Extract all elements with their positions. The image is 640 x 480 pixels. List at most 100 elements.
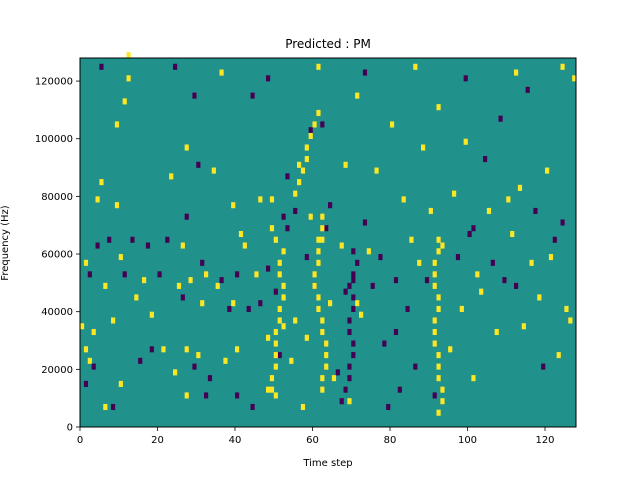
heatmap-cell <box>355 300 360 307</box>
heatmap-cell <box>149 311 154 318</box>
heatmap-cell <box>285 225 290 232</box>
heatmap-cell <box>347 282 352 289</box>
heatmap-cell <box>304 156 309 163</box>
heatmap-cell <box>304 144 309 151</box>
heatmap-cell <box>130 236 135 243</box>
heatmap-cell <box>417 259 422 266</box>
heatmap-cell <box>424 277 430 284</box>
heatmap-cell <box>436 248 441 255</box>
heatmap-cell <box>397 386 402 393</box>
heatmap-cell <box>351 277 356 284</box>
heatmap-cell <box>335 369 340 376</box>
heatmap-cell <box>266 334 271 341</box>
heatmap-cell <box>331 375 337 382</box>
heatmap-cell <box>514 69 519 76</box>
heatmap-cell <box>312 282 317 289</box>
heatmap-cell <box>281 248 286 255</box>
heatmap-cell <box>293 190 298 197</box>
heatmap-cell <box>219 277 224 284</box>
heatmap-cell <box>103 403 108 411</box>
heatmap-cell <box>316 63 321 70</box>
heatmap-cell <box>471 375 476 382</box>
heatmap-cell <box>215 282 220 289</box>
heatmap-cell <box>351 271 356 278</box>
heatmap-cell <box>452 190 457 197</box>
heatmap-cell <box>436 363 441 370</box>
heatmap-cell <box>413 363 418 370</box>
y-axis: 0 20000 40000 60000 80000 100000 120000 <box>35 77 80 434</box>
heatmap-cell <box>320 386 325 393</box>
heatmap-cell <box>436 294 441 301</box>
heatmap-cell <box>107 236 112 243</box>
heatmap-cell <box>343 386 348 393</box>
heatmap-cell <box>320 317 325 324</box>
x-tick-label: 80 <box>384 435 397 446</box>
heatmap-cell <box>436 375 441 382</box>
heatmap-cell <box>351 305 356 312</box>
heatmap-cell <box>266 75 271 82</box>
heatmap-cell <box>324 352 329 359</box>
heatmap-cell <box>514 282 519 289</box>
heatmap-cell <box>277 259 282 266</box>
heatmap-cell <box>281 294 286 301</box>
heatmap-cell <box>436 104 441 111</box>
x-tick-label: 40 <box>229 435 242 446</box>
heatmap-cell <box>440 242 445 249</box>
heatmap-cell <box>184 144 189 151</box>
heatmap-cell <box>312 121 317 128</box>
heatmap-cell <box>455 254 461 261</box>
heatmap-cell <box>440 398 445 405</box>
heatmap-cell <box>572 75 577 82</box>
heatmap-cell <box>386 403 391 411</box>
heatmap-cell <box>560 63 565 70</box>
heatmap-cell <box>173 63 178 70</box>
heatmap-cell <box>304 254 309 261</box>
heatmap-cell <box>192 363 197 370</box>
heatmap-cell <box>347 317 352 324</box>
heatmap-cell <box>343 288 348 295</box>
heatmap-cell <box>122 271 127 278</box>
x-tick-label: 120 <box>535 435 554 446</box>
heatmap-cell <box>316 259 321 266</box>
heatmap-cell <box>184 392 189 399</box>
heatmap-cell <box>382 340 387 347</box>
heatmap-cell <box>246 305 251 312</box>
heatmap-cell <box>479 288 484 295</box>
heatmap-cell <box>273 328 278 336</box>
heatmap-cell <box>339 242 344 249</box>
heatmap-cell <box>258 196 263 203</box>
heatmap-cell <box>517 184 523 191</box>
heatmap-cell <box>273 236 278 243</box>
heatmap-cell <box>533 207 538 214</box>
heatmap-cell <box>494 328 499 336</box>
heatmap-cell <box>223 357 228 364</box>
heatmap-cell <box>219 69 224 76</box>
x-axis: 0 20 40 60 80 100 120 <box>77 427 555 446</box>
heatmap-cell <box>300 403 306 411</box>
heatmap-cell <box>471 225 476 232</box>
heatmap-cell <box>339 398 344 405</box>
heatmap-cell <box>118 380 123 387</box>
heatmap-cell <box>316 305 321 312</box>
heatmap-cell <box>273 392 278 399</box>
heatmap-cell <box>157 271 162 278</box>
heatmap-cell <box>370 282 375 289</box>
heatmap-cell <box>324 363 329 370</box>
heatmap-cell <box>269 225 275 232</box>
chart-title: Predicted : PM <box>285 37 371 51</box>
heatmap-cell <box>87 357 92 364</box>
heatmap-cell <box>200 300 205 307</box>
heatmap-cell <box>409 236 414 243</box>
x-tick-label: 0 <box>77 435 83 446</box>
heatmap-cell <box>525 86 530 93</box>
heatmap-cell <box>180 294 185 301</box>
heatmap-cell <box>238 230 244 238</box>
heatmap-cell <box>277 352 282 359</box>
y-tick-label: 80000 <box>41 192 73 203</box>
heatmap-cell <box>83 380 89 387</box>
heatmap-cell <box>273 352 278 359</box>
heatmap-cell <box>308 213 313 220</box>
heatmap-cell <box>300 167 306 174</box>
heatmap-cell <box>269 375 275 382</box>
heatmap-cell <box>161 346 166 353</box>
